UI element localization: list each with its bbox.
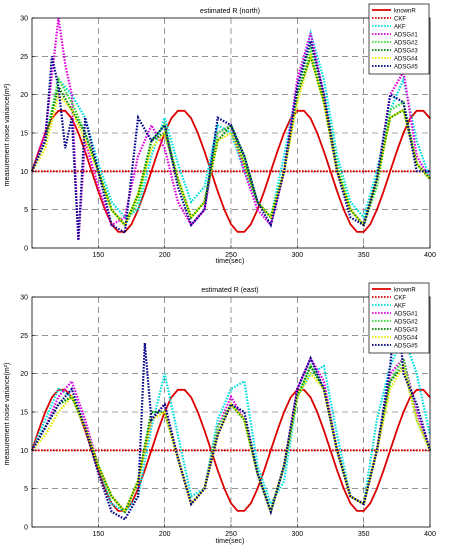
legend-box (368, 3, 430, 75)
legend-label: AKF (394, 24, 406, 30)
legend-label: ADSG#3 (394, 48, 418, 54)
y-tick-label: 30 (20, 295, 28, 302)
legend-box (368, 282, 430, 354)
y-tick-label: 0 (24, 246, 28, 253)
series-line-adsg5 (30, 36, 430, 241)
legend-label: ADSG#1 (394, 311, 418, 317)
y-tick-label: 0 (24, 525, 28, 532)
x-tick-label: 200 (159, 252, 171, 259)
y-tick-label: 20 (20, 371, 28, 378)
x-tick-label: 350 (358, 252, 370, 259)
x-tick-label: 400 (424, 252, 436, 259)
x-tick-label: 200 (159, 531, 171, 538)
chart-east: estimated R (east) time(sec) measurement… (4, 282, 436, 545)
legend-label: ADSG#2 (394, 40, 418, 46)
y-tick-label: 5 (24, 207, 28, 214)
legend-label: knownR (394, 8, 416, 14)
chart-title: estimated R (east) (201, 287, 258, 294)
legend-label: ADSG#5 (394, 64, 418, 70)
y-tick-label: 10 (20, 169, 28, 176)
series-line-akf (30, 29, 432, 220)
legend-label: ADSG#5 (394, 343, 418, 349)
x-tick-label: 250 (225, 252, 237, 259)
series-line-knownr (31, 388, 431, 512)
x-axis-label: time(sec) (216, 538, 245, 545)
x-tick-label: 150 (92, 252, 104, 259)
series-line-knownr (31, 109, 431, 233)
legend-label: ADSG#2 (394, 319, 418, 325)
y-tick-label: 15 (20, 410, 28, 417)
y-axis-label: measurement noise variance(m²) (4, 363, 11, 466)
legend-label: AKF (394, 303, 406, 309)
x-axis-label: time(sec) (216, 258, 245, 265)
legend-label: ADSG#3 (394, 327, 418, 333)
x-tick-label: 150 (92, 531, 104, 538)
series-line-adsg5 (31, 296, 432, 521)
x-tick-label: 350 (358, 531, 370, 538)
x-tick-label: 300 (291, 252, 303, 259)
chart-title: estimated R (north) (200, 8, 260, 15)
y-tick-label: 15 (20, 131, 28, 138)
y-tick-label: 25 (20, 333, 28, 340)
legend-label: ADSG#4 (394, 56, 418, 62)
legend-label: knownR (394, 287, 416, 293)
y-tick-label: 25 (20, 54, 28, 61)
legend-label: ADSG#4 (394, 335, 418, 341)
y-axis-label: measurement noise variance(m²) (4, 84, 11, 187)
y-tick-label: 30 (20, 16, 28, 23)
y-tick-label: 20 (20, 92, 28, 99)
y-tick-label: 10 (20, 448, 28, 455)
x-tick-label: 250 (225, 531, 237, 538)
legend-label: CKF (394, 16, 406, 22)
legend-label: CKF (394, 295, 406, 301)
x-tick-label: 400 (424, 531, 436, 538)
legend-label: ADSG#1 (394, 32, 418, 38)
x-tick-label: 300 (291, 531, 303, 538)
y-tick-label: 5 (24, 486, 28, 493)
chart-north: estimated R (north) time(sec) measuremen… (4, 3, 436, 265)
